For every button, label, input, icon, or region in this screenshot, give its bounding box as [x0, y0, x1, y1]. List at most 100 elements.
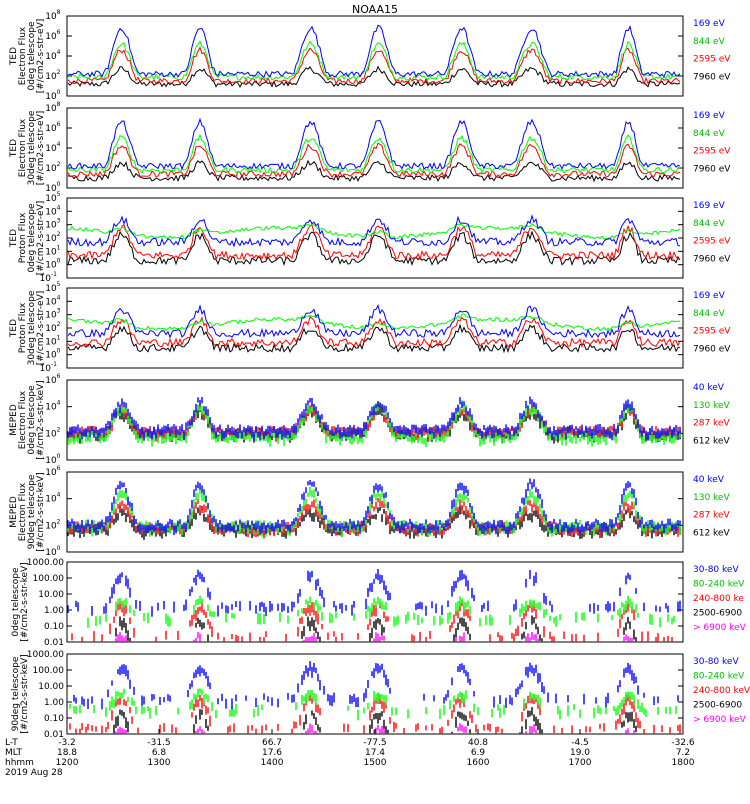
series-trace-4 — [67, 214, 681, 248]
x-tick-mlt: 19.0 — [570, 748, 590, 758]
y-tick-label: 104 — [45, 204, 60, 217]
series-trace-5 — [73, 661, 679, 710]
series-trace-3 — [67, 40, 681, 81]
y-axis-label-line: 0deg telescope — [11, 567, 21, 637]
y-axis-label-line: Electron Flux — [18, 482, 28, 541]
y-tick-exponent: 6 — [57, 465, 61, 472]
x-row-label: 2019 Aug 28 — [5, 768, 63, 778]
x-tick-hhmm: 1200 — [56, 758, 79, 768]
legend-entry: 2595 eV — [693, 237, 731, 247]
legend-entry: 169 eV — [693, 291, 726, 301]
series-trace-3 — [69, 692, 681, 734]
legend-entry: 2500-6900 — [693, 609, 742, 619]
y-tick-label: 1.00 — [44, 606, 64, 616]
x-tick-mlt: 7.2 — [676, 748, 690, 758]
series-trace-4 — [67, 478, 681, 536]
series-trace-4 — [87, 595, 675, 628]
y-axis-label-line: 0deg telescope — [27, 203, 37, 273]
legend-entry: 287 keV — [693, 419, 730, 429]
y-tick-exponent: 1 — [57, 334, 61, 341]
legend-entry: > 6900 keV — [693, 715, 747, 725]
y-tick-label: 102 — [45, 69, 60, 82]
y-tick-label: 1.00 — [44, 698, 64, 708]
x-tick-mlt: 6.9 — [471, 748, 486, 758]
series-trace-4 — [67, 396, 681, 441]
panel-frame — [66, 653, 684, 735]
legend-entry: 169 eV — [693, 19, 726, 29]
y-tick-label: 102 — [45, 161, 60, 174]
x-tick-lat: -3.2 — [58, 738, 76, 748]
x-tick-hhmm: 1500 — [364, 758, 387, 768]
series-trace-4 — [67, 117, 681, 171]
y-tick-exponent: -1 — [51, 271, 57, 278]
y-axis-label-line: TED — [9, 229, 19, 248]
legend-entry: 2595 eV — [693, 147, 731, 157]
series-trace-3 — [67, 222, 681, 240]
y-tick-label: 0.10 — [44, 714, 64, 724]
legend-entry: 130 keV — [693, 401, 730, 411]
y-tick-exponent: 3 — [57, 308, 61, 315]
legend-entry: 80-240 keV — [693, 672, 745, 682]
x-tick-lat: -31.5 — [147, 738, 170, 748]
y-axis-label: MEPEDElectron Flux0deg telescope[#/cm2-s… — [9, 380, 46, 459]
y-tick-label: 108 — [45, 101, 60, 114]
x-row-label: L-T — [5, 738, 18, 748]
y-axis-label-line: [#/cm2-s-str-eV] — [36, 291, 46, 366]
series-trace-1 — [115, 631, 633, 642]
series-trace-2 — [67, 315, 681, 349]
y-axis-label-line: Electron Flux — [18, 118, 28, 177]
y-axis-label: 0deg telescope[#/cm2-s-str-keV] — [11, 562, 30, 641]
y-axis-label-line: Proton Flux — [18, 302, 28, 353]
y-tick-exponent: 4 — [57, 492, 61, 499]
x-row-label: MLT — [5, 748, 23, 758]
panel-frame — [66, 471, 684, 553]
legend-entry: 7960 eV — [693, 164, 731, 174]
y-tick-exponent: 5 — [57, 191, 61, 198]
series-trace-1 — [67, 323, 681, 354]
y-axis-label-line: MEPED — [9, 404, 19, 436]
x-tick-hhmm: 1400 — [261, 758, 284, 768]
x-tick-lat: 66.7 — [262, 738, 282, 748]
y-tick-label: 10.00 — [38, 682, 64, 692]
y-tick-exponent: 6 — [57, 29, 61, 36]
y-axis-label-line: TED — [9, 47, 19, 66]
y-axis-label-line: Electron Flux — [18, 26, 28, 85]
y-axis-label-line: Electron Flux — [18, 390, 28, 449]
y-axis-label-line: 30deg telescope — [27, 110, 37, 185]
legend-entry: 130 keV — [693, 493, 730, 503]
y-tick-exponent: 0 — [57, 89, 61, 96]
y-tick-exponent: 8 — [57, 101, 61, 108]
y-axis-label-line: [#/cm2-s-str-eV] — [36, 111, 46, 186]
y-axis-label: 90deg telescope[#/cm2-s-str-keV] — [11, 654, 30, 733]
y-tick-exponent: 2 — [57, 69, 61, 76]
y-tick-label: 104 — [45, 492, 60, 505]
y-tick-label: 0.01 — [44, 638, 64, 648]
y-tick-label: 101 — [45, 244, 60, 257]
y-axis-label-line: 90deg telescope — [27, 474, 37, 549]
legend-entry: 169 eV — [693, 201, 726, 211]
series-trace-4 — [67, 303, 681, 339]
legend-entry: 844 eV — [693, 219, 726, 229]
legend-entry: 2595 eV — [693, 327, 731, 337]
legend-entry: 80-240 keV — [693, 580, 745, 590]
y-tick-label: 102 — [45, 321, 60, 334]
y-tick-label: 106 — [45, 465, 60, 478]
legend-entry: 7960 eV — [693, 72, 731, 82]
y-tick-label: 100 — [45, 348, 60, 361]
y-tick-exponent: 1 — [57, 244, 61, 251]
x-tick-hhmm: 1300 — [148, 758, 171, 768]
y-tick-label: 104 — [45, 49, 60, 62]
legend-entry: 844 eV — [693, 129, 726, 139]
legend-entry: 2595 eV — [693, 55, 731, 65]
legend-entry: 612 keV — [693, 528, 730, 538]
y-tick-label: 0.10 — [44, 622, 64, 632]
y-tick-exponent: 4 — [57, 204, 61, 211]
y-axis-label-line: TED — [9, 319, 19, 338]
panel-frame — [66, 15, 684, 97]
y-axis-label-line: [#/cm2-s-str-keV] — [36, 380, 46, 459]
